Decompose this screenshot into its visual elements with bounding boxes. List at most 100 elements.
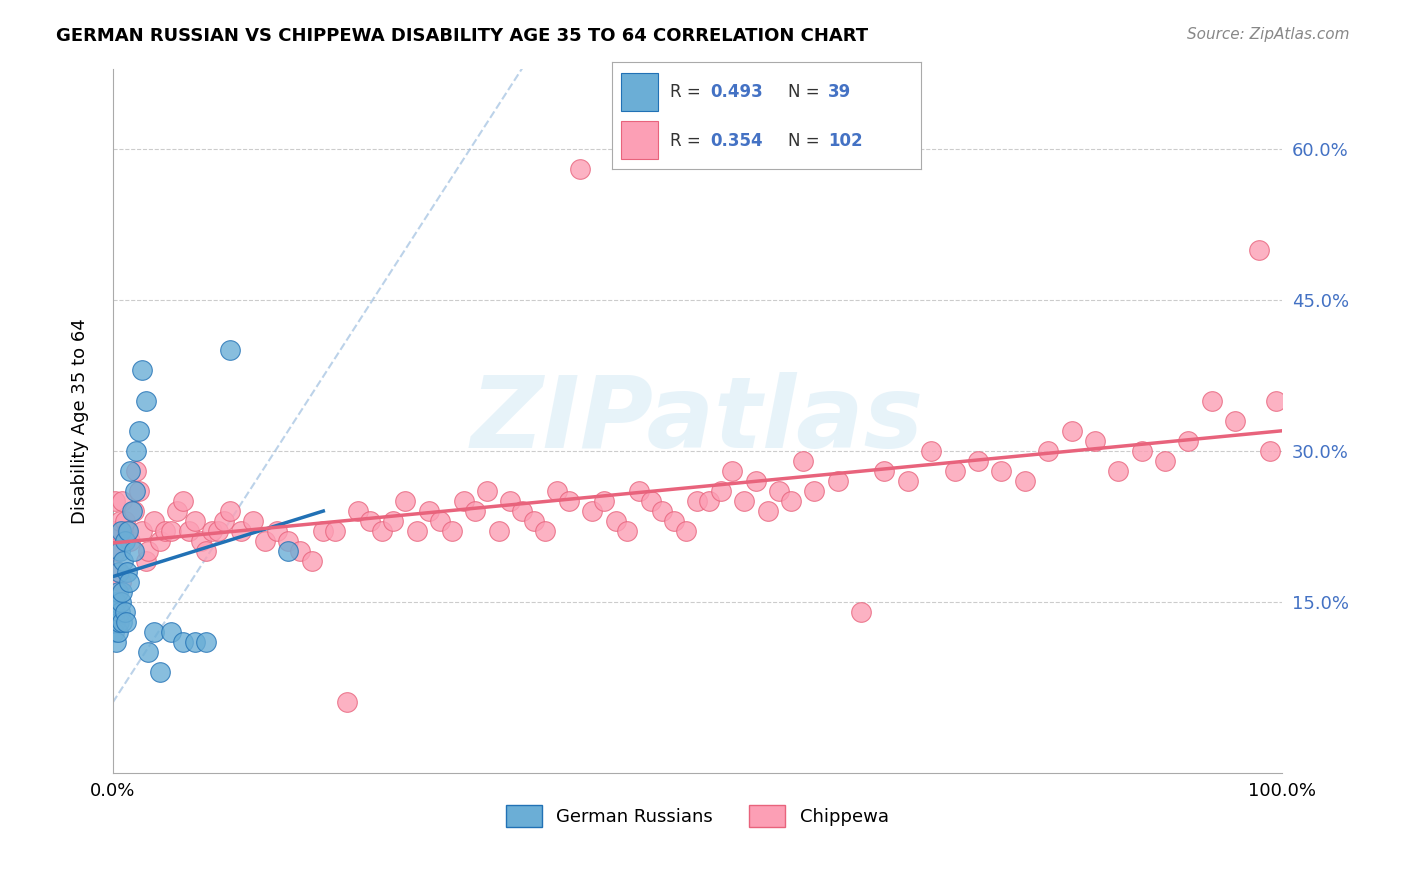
- German Russians: [104, 605, 127, 619]
- Chippewa: [128, 484, 150, 499]
- Chippewa: [166, 504, 188, 518]
- Chippewa: [1130, 443, 1153, 458]
- Chippewa: [827, 474, 849, 488]
- Chippewa: [616, 524, 638, 539]
- Chippewa: [120, 534, 142, 549]
- Chippewa: [160, 524, 183, 539]
- Chippewa: [499, 494, 522, 508]
- Legend: German Russians, Chippewa: German Russians, Chippewa: [499, 797, 896, 834]
- Chippewa: [1154, 454, 1177, 468]
- Text: N =: N =: [787, 84, 825, 102]
- Text: ZIPatlas: ZIPatlas: [471, 372, 924, 469]
- German Russians: [103, 624, 125, 639]
- Chippewa: [190, 534, 212, 549]
- German Russians: [195, 635, 218, 649]
- Text: GERMAN RUSSIAN VS CHIPPEWA DISABILITY AGE 35 TO 64 CORRELATION CHART: GERMAN RUSSIAN VS CHIPPEWA DISABILITY AG…: [56, 27, 869, 45]
- Chippewa: [640, 494, 662, 508]
- Chippewa: [107, 565, 129, 579]
- Chippewa: [207, 524, 229, 539]
- Chippewa: [780, 494, 803, 508]
- German Russians: [114, 605, 136, 619]
- Chippewa: [108, 514, 131, 528]
- German Russians: [114, 534, 136, 549]
- German Russians: [131, 363, 153, 377]
- German Russians: [136, 645, 159, 659]
- Chippewa: [721, 464, 744, 478]
- Chippewa: [920, 443, 942, 458]
- Chippewa: [464, 504, 486, 518]
- Chippewa: [195, 544, 218, 558]
- German Russians: [107, 624, 129, 639]
- German Russians: [105, 635, 128, 649]
- Chippewa: [1258, 443, 1281, 458]
- Text: 0.354: 0.354: [710, 132, 763, 150]
- Chippewa: [135, 554, 157, 568]
- Chippewa: [172, 494, 194, 508]
- Chippewa: [488, 524, 510, 539]
- German Russians: [172, 635, 194, 649]
- German Russians: [108, 605, 131, 619]
- German Russians: [124, 484, 146, 499]
- Chippewa: [312, 524, 335, 539]
- German Russians: [120, 464, 142, 478]
- Chippewa: [651, 504, 673, 518]
- Chippewa: [803, 484, 825, 499]
- Chippewa: [733, 494, 755, 508]
- Chippewa: [510, 504, 533, 518]
- Chippewa: [768, 484, 790, 499]
- Chippewa: [125, 464, 148, 478]
- German Russians: [121, 504, 143, 518]
- Chippewa: [897, 474, 920, 488]
- Chippewa: [405, 524, 427, 539]
- Chippewa: [382, 514, 405, 528]
- Chippewa: [756, 504, 779, 518]
- Chippewa: [873, 464, 896, 478]
- Chippewa: [967, 454, 990, 468]
- Chippewa: [1036, 443, 1059, 458]
- Chippewa: [1107, 464, 1129, 478]
- Chippewa: [627, 484, 650, 499]
- German Russians: [110, 595, 132, 609]
- German Russians: [107, 615, 129, 629]
- Chippewa: [1014, 474, 1036, 488]
- Y-axis label: Disability Age 35 to 64: Disability Age 35 to 64: [72, 318, 89, 524]
- Text: N =: N =: [787, 132, 825, 150]
- Chippewa: [849, 605, 872, 619]
- German Russians: [115, 565, 138, 579]
- German Russians: [108, 544, 131, 558]
- Chippewa: [110, 574, 132, 589]
- Text: 39: 39: [828, 84, 852, 102]
- Chippewa: [131, 524, 153, 539]
- German Russians: [277, 544, 299, 558]
- Chippewa: [359, 514, 381, 528]
- Chippewa: [581, 504, 603, 518]
- Chippewa: [218, 504, 240, 518]
- German Russians: [105, 595, 128, 609]
- German Russians: [149, 665, 172, 680]
- Chippewa: [115, 524, 138, 539]
- Chippewa: [675, 524, 697, 539]
- Chippewa: [569, 162, 592, 177]
- German Russians: [183, 635, 205, 649]
- Chippewa: [253, 534, 276, 549]
- Chippewa: [242, 514, 264, 528]
- FancyBboxPatch shape: [621, 73, 658, 111]
- Chippewa: [107, 524, 129, 539]
- Chippewa: [605, 514, 627, 528]
- Chippewa: [1225, 414, 1247, 428]
- Chippewa: [745, 474, 768, 488]
- Chippewa: [212, 514, 235, 528]
- Chippewa: [662, 514, 685, 528]
- Chippewa: [1265, 393, 1288, 408]
- Chippewa: [183, 514, 205, 528]
- FancyBboxPatch shape: [621, 121, 658, 159]
- German Russians: [118, 574, 141, 589]
- German Russians: [104, 615, 127, 629]
- German Russians: [128, 424, 150, 438]
- Chippewa: [142, 514, 165, 528]
- Chippewa: [149, 534, 172, 549]
- Chippewa: [266, 524, 288, 539]
- Chippewa: [177, 524, 200, 539]
- Text: R =: R =: [671, 132, 706, 150]
- Chippewa: [475, 484, 498, 499]
